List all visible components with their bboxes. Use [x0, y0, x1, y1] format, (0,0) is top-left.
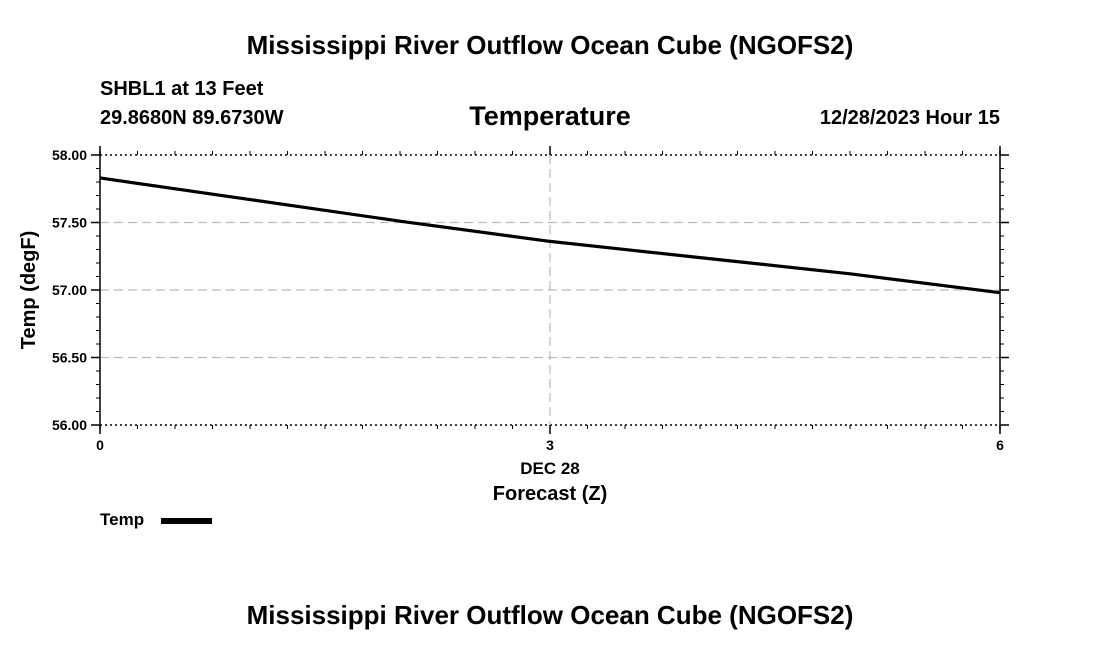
footer-title: Mississippi River Outflow Ocean Cube (NG… — [247, 600, 854, 630]
legend: Temp — [100, 510, 212, 529]
x-axis-ticks: 0 3 6 — [96, 146, 1004, 453]
x-tick-label: 0 — [96, 437, 104, 453]
x-tick-label: 6 — [996, 437, 1004, 453]
y-tick-label: 56.00 — [52, 417, 87, 433]
grid — [100, 154, 1000, 426]
y-tick-label: 57.00 — [52, 282, 87, 298]
x-tick-label: 3 — [546, 437, 554, 453]
legend-label: Temp — [100, 510, 144, 529]
x-axis-label: Forecast (Z) — [493, 483, 607, 505]
parameter-title: Temperature — [469, 101, 631, 131]
y-axis-label: Temp (degF) — [18, 231, 40, 350]
main-title: Mississippi River Outflow Ocean Cube (NG… — [247, 30, 854, 60]
station-label: SHBL1 at 13 Feet — [100, 78, 264, 100]
coordinates-label: 29.8680N 89.6730W — [100, 107, 284, 129]
y-tick-label: 58.00 — [52, 147, 87, 163]
y-tick-label: 57.50 — [52, 215, 87, 231]
y-axis-ticks: 56.00 56.50 57.00 57.50 58.00 — [52, 147, 1009, 433]
datetime-label: 12/28/2023 Hour 15 — [820, 107, 1000, 129]
x-date-label: DEC 28 — [520, 459, 580, 478]
y-tick-label: 56.50 — [52, 350, 87, 366]
